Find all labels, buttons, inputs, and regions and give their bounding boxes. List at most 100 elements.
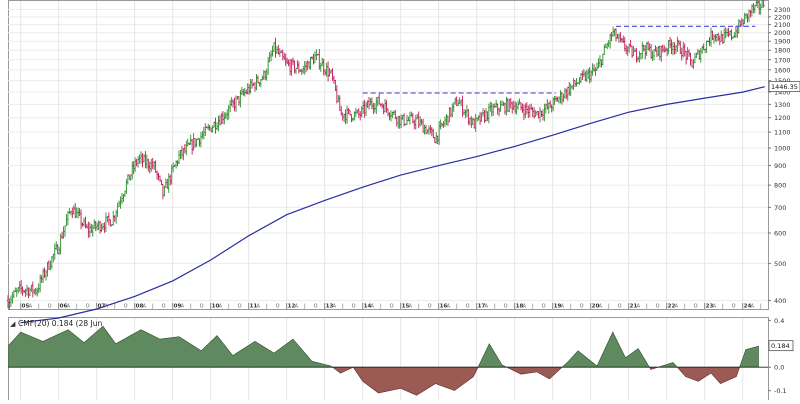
- price-tick-label: 1400: [774, 89, 791, 97]
- cmf-indicator-label: CMF(20) 0.184 (28 Jun: [18, 319, 102, 328]
- month-tick-label: A: [371, 304, 375, 310]
- price-tick-label: 2000: [774, 29, 791, 37]
- ohlc-bar: [760, 0, 764, 8]
- month-tick-label: A: [713, 304, 717, 310]
- month-tick-label: A: [485, 304, 489, 310]
- price-tick-label: 1700: [774, 56, 791, 64]
- month-tick-label: A: [333, 304, 337, 310]
- month-tick-label: A: [751, 304, 755, 310]
- month-tick-label: J: [75, 304, 77, 310]
- month-tick-label: O: [86, 304, 90, 310]
- price-tick-label: 800: [774, 182, 786, 190]
- grid-layer: [8, 1, 768, 400]
- month-tick-label: A: [105, 304, 109, 310]
- month-tick-label: O: [580, 304, 584, 310]
- year-tick-label: 13: [326, 304, 334, 310]
- price-tick-label: 1900: [774, 38, 791, 46]
- price-tick-label: 700: [774, 204, 786, 212]
- cmf-axis-layer: 0.40.20.0-0.10.184: [768, 317, 794, 395]
- resistance-lines-layer: [362, 25, 756, 94]
- cmf-indicator-marker: ◢: [10, 320, 16, 328]
- year-tick-label: 08: [136, 304, 144, 310]
- year-tick-label: 22: [668, 304, 676, 310]
- year-tick-label: 06: [60, 304, 68, 310]
- month-tick-label: A: [219, 304, 223, 310]
- month-tick-label: O: [694, 304, 698, 310]
- month-tick-label: A: [675, 304, 679, 310]
- month-tick-label: J: [341, 304, 343, 310]
- month-tick-label: O: [200, 304, 204, 310]
- moving-average-line: [20, 86, 765, 324]
- price-tick-label: 1000: [774, 145, 791, 153]
- price-tick-label: 1100: [774, 129, 791, 137]
- price-tick-label: 1600: [774, 66, 791, 74]
- price-last-value-label: 1446.35: [771, 83, 798, 91]
- year-tick-label: 20: [592, 304, 600, 310]
- month-tick-label: J: [265, 304, 267, 310]
- month-tick-label: A: [523, 304, 527, 310]
- month-tick-label: J: [227, 304, 229, 310]
- month-tick-label: A: [599, 304, 603, 310]
- year-tick-label: 09: [174, 304, 182, 310]
- month-tick-label: A: [29, 304, 33, 310]
- price-bars-layer: [6, 0, 765, 310]
- time-axis-layer: 05 A J O 06 A J O 07 A J O 08 A J O 09 A J O 10 A J O 11 A J O 12 A J O…: [20, 303, 762, 310]
- year-tick-label: 10: [212, 304, 220, 310]
- cmf-tick-label: 0.0: [774, 364, 784, 372]
- price-tick-label: 400: [774, 297, 786, 305]
- price-tick-label: 1300: [774, 101, 791, 109]
- month-tick-label: A: [447, 304, 451, 310]
- year-tick-label: 15: [402, 304, 410, 310]
- month-tick-label: O: [732, 304, 736, 310]
- month-tick-label: J: [303, 304, 305, 310]
- month-tick-label: J: [455, 304, 457, 310]
- month-tick-label: O: [428, 304, 432, 310]
- cmf-negative-area: [8, 367, 759, 396]
- month-tick-label: O: [124, 304, 128, 310]
- month-tick-label: A: [409, 304, 413, 310]
- month-tick-label: O: [276, 304, 280, 310]
- price-tick-label: 2100: [774, 21, 791, 29]
- month-tick-label: O: [542, 304, 546, 310]
- month-tick-label: J: [645, 304, 647, 310]
- price-tick-label: 2300: [774, 6, 791, 14]
- month-tick-label: J: [113, 304, 115, 310]
- month-tick-label: J: [683, 304, 685, 310]
- price-tick-label: 500: [774, 260, 786, 268]
- price-tick-label: 1500: [774, 77, 791, 85]
- cmf-last-value-label: 0.184: [771, 342, 790, 350]
- year-tick-label: 14: [364, 304, 372, 310]
- year-tick-label: 18: [516, 304, 524, 310]
- month-tick-label: A: [561, 304, 565, 310]
- month-tick-label: A: [67, 304, 71, 310]
- month-tick-label: J: [417, 304, 419, 310]
- price-tick-label: 1200: [774, 114, 791, 122]
- month-tick-label: J: [531, 304, 533, 310]
- ohlc-bar: [762, 0, 765, 8]
- month-tick-label: O: [504, 304, 508, 310]
- month-tick-label: O: [390, 304, 394, 310]
- month-tick-label: J: [493, 304, 495, 310]
- month-tick-label: J: [759, 304, 761, 310]
- cmf-indicator-label-group: ◢ CMF(20) 0.184 (28 Jun: [10, 319, 102, 328]
- month-tick-label: O: [466, 304, 470, 310]
- cmf-layer: [8, 325, 768, 396]
- price-tick-label: 600: [774, 230, 786, 238]
- year-tick-label: 12: [288, 304, 296, 310]
- year-tick-label: 05: [22, 304, 30, 310]
- year-tick-label: 21: [630, 304, 638, 310]
- year-tick-label: 24: [744, 304, 752, 310]
- month-tick-label: O: [656, 304, 660, 310]
- month-tick-label: A: [637, 304, 641, 310]
- month-tick-label: O: [314, 304, 318, 310]
- year-tick-label: 11: [250, 304, 258, 310]
- cmf-tick-label: -0.1: [774, 387, 787, 395]
- month-tick-label: O: [162, 304, 166, 310]
- price-last-value-box: [768, 81, 800, 93]
- month-tick-label: A: [143, 304, 147, 310]
- month-tick-label: J: [721, 304, 723, 310]
- month-tick-label: O: [618, 304, 622, 310]
- year-tick-label: 23: [706, 304, 714, 310]
